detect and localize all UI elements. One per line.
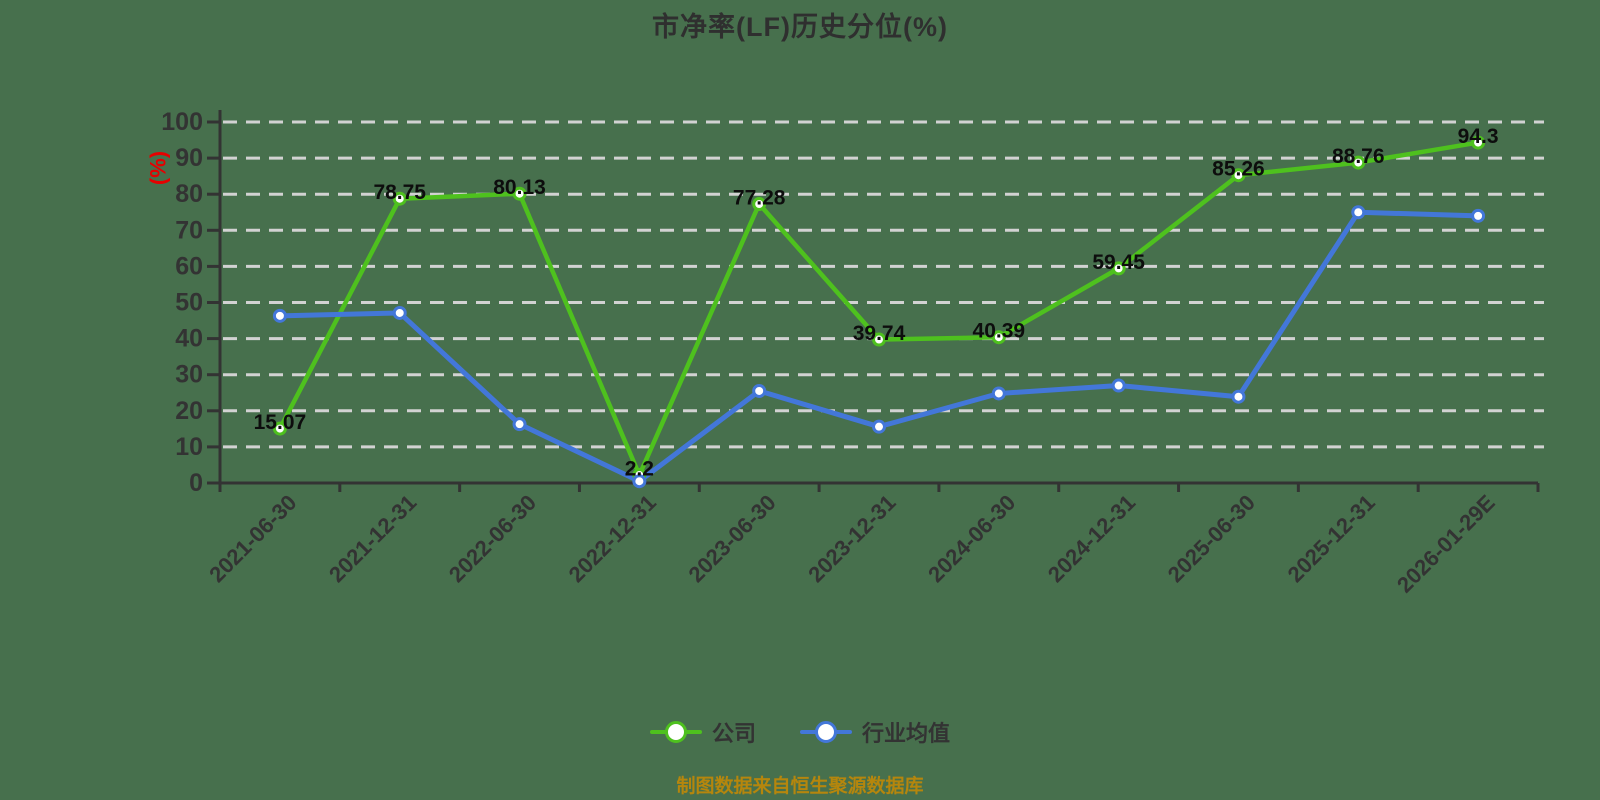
- company-data-point[interactable]: [991, 330, 1006, 345]
- data-point-label: 94.3: [1458, 125, 1499, 148]
- company-data-point[interactable]: [752, 197, 767, 212]
- y-axis-label: 20: [175, 397, 203, 425]
- chart-title: 市净率(LF)历史分位(%): [652, 12, 948, 42]
- x-axis-label: 2025-06-30: [1163, 490, 1260, 587]
- industry-data-point[interactable]: [392, 305, 407, 320]
- y-axis-label: 60: [175, 252, 203, 280]
- data-source-note: 制图数据来自恒生聚源数据库: [676, 776, 924, 797]
- company-data-point[interactable]: [272, 421, 287, 436]
- data-point-label: 59.45: [1092, 251, 1145, 274]
- company-data-point[interactable]: [1231, 168, 1246, 183]
- x-axis-label: 2022-06-30: [444, 490, 541, 587]
- industry-data-point[interactable]: [632, 474, 647, 489]
- company-data-point[interactable]: [512, 186, 527, 201]
- y-axis-label: 30: [175, 361, 203, 389]
- x-axis-label: 2021-12-31: [324, 490, 421, 587]
- industry-legend-dot: [815, 721, 837, 743]
- x-axis-label: 2023-06-30: [683, 490, 780, 587]
- x-axis-label: 2026-01-29E: [1392, 490, 1500, 598]
- data-point-label: 78.75: [373, 181, 426, 204]
- company-legend-dot: [664, 721, 687, 743]
- x-axis-label: 2021-06-30: [204, 490, 301, 587]
- data-point-label: 85.26: [1212, 158, 1265, 181]
- industry-data-point[interactable]: [1351, 205, 1366, 220]
- data-point-label: 88.76: [1332, 145, 1385, 168]
- industry-data-point[interactable]: [872, 419, 886, 434]
- data-point-label: 2.2: [625, 458, 654, 481]
- y-axis-label: 100: [161, 108, 203, 136]
- y-axis-label: 50: [175, 289, 203, 317]
- industry-data-point[interactable]: [1111, 378, 1126, 393]
- industry-data-point[interactable]: [1231, 389, 1246, 404]
- company-data-point[interactable]: [872, 332, 886, 347]
- legend-label-company: 公司: [711, 721, 756, 746]
- y-axis-label: 70: [175, 216, 203, 244]
- industry-data-point[interactable]: [512, 417, 527, 432]
- data-point-label: 40.39: [973, 320, 1026, 343]
- y-axis-unit-label: (%): [146, 151, 171, 185]
- y-axis-label: 10: [175, 433, 203, 461]
- data-point-label: 15.07: [254, 411, 307, 434]
- data-point-label: 39.74: [853, 322, 906, 345]
- legend-label-industry-average: 行业均值: [862, 721, 951, 746]
- company-data-point[interactable]: [1351, 155, 1366, 170]
- industry-data-point[interactable]: [272, 308, 287, 323]
- industry-data-point[interactable]: [991, 386, 1006, 401]
- legend-item-company[interactable]: 公司: [649, 716, 756, 748]
- data-point-label: 77.28: [733, 187, 786, 210]
- industry-series-line: [277, 209, 1481, 484]
- y-axis-label: 40: [175, 325, 203, 353]
- company-data-point[interactable]: [1111, 261, 1126, 276]
- y-axis-label: 80: [175, 180, 203, 208]
- company-data-point[interactable]: [392, 191, 407, 206]
- x-axis-label: 2024-06-30: [923, 490, 1020, 587]
- legend: 公司 行业均值: [0, 716, 1600, 748]
- data-point-label: 80.13: [493, 176, 546, 199]
- x-axis-label: 2024-12-31: [1043, 490, 1140, 587]
- industry-data-point[interactable]: [752, 383, 767, 398]
- company-data-point[interactable]: [1471, 135, 1486, 150]
- legend-item-industry-average[interactable]: 行业均值: [800, 716, 950, 748]
- y-axis-label: 0: [189, 469, 203, 497]
- industry-data-point[interactable]: [1471, 208, 1486, 223]
- x-axis-label: 2023-12-31: [803, 490, 900, 587]
- industry-legend-marker-icon: [800, 720, 852, 744]
- y-axis-label: 90: [175, 144, 203, 172]
- x-axis-label: 2022-12-31: [564, 490, 661, 587]
- company-legend-marker-icon: [649, 720, 702, 744]
- x-axis-label: 2025-12-31: [1283, 490, 1380, 587]
